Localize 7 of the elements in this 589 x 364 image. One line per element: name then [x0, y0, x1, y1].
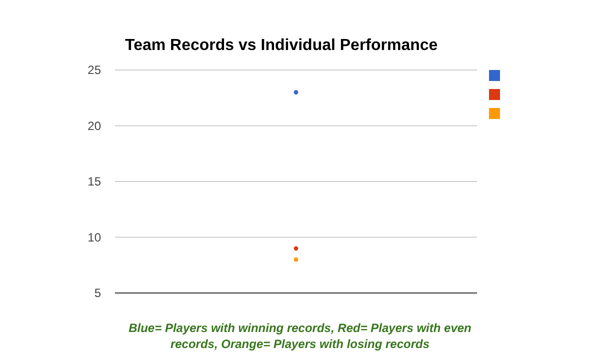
y-tick-label: 5 [94, 286, 102, 300]
text: Blue= Players with winning records, Red= Players with even records, Orange= Players with losing records [128, 320, 472, 352]
y-tick-label: 10 [88, 230, 102, 244]
y-tick-label: 25 [88, 63, 102, 78]
chart-title: Team Records vs Individual Performance [125, 37, 438, 54]
y-tick-label: 15 [88, 174, 102, 189]
y-tick-label: 20 [88, 118, 102, 133]
